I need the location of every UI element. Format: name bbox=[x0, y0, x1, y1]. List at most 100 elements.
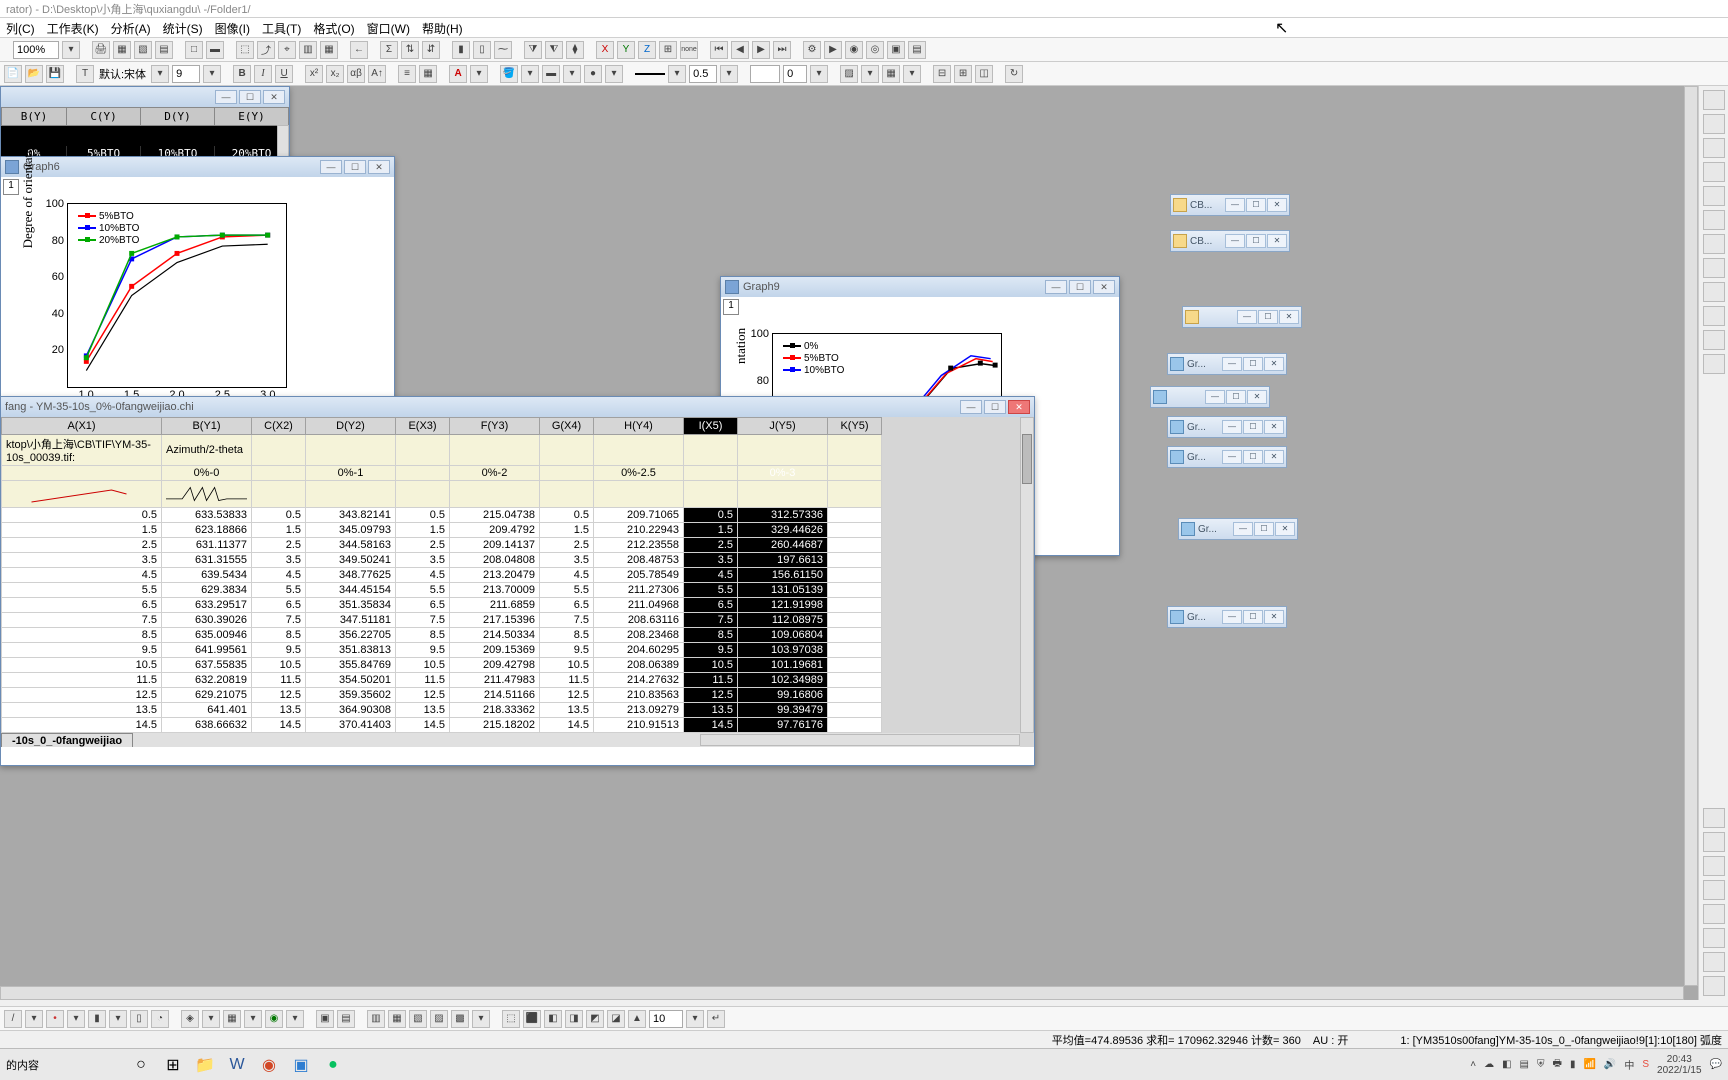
color-idx-input[interactable] bbox=[750, 65, 780, 83]
cell[interactable]: 2.5 bbox=[252, 538, 306, 553]
cell[interactable]: 633.53833 bbox=[162, 508, 252, 523]
tool-icon-6[interactable]: ⬚ bbox=[236, 41, 254, 59]
cell[interactable]: 10.5 bbox=[396, 658, 450, 673]
table-row[interactable]: 4.5639.54344.5348.776254.5213.204794.520… bbox=[2, 568, 882, 583]
rtool-12[interactable] bbox=[1703, 354, 1725, 374]
color-val-input[interactable] bbox=[783, 65, 807, 83]
workbook-titlebar[interactable]: fang - YM-35-10s_0%-0fangweijiao.chi — ☐… bbox=[1, 397, 1034, 417]
new-icon[interactable]: 📄 bbox=[4, 65, 22, 83]
maximize-button[interactable]: ☐ bbox=[1226, 390, 1246, 404]
cell[interactable]: 11.5 bbox=[2, 673, 162, 688]
tool-icon-3[interactable]: ▤ bbox=[155, 41, 173, 59]
table-row[interactable]: 6.5633.295176.5351.358346.5211.68596.521… bbox=[2, 598, 882, 613]
btool-dropdown[interactable]: ▾ bbox=[202, 1010, 220, 1028]
cell[interactable]: 121.91998 bbox=[738, 598, 828, 613]
cell[interactable]: 4.5 bbox=[540, 568, 594, 583]
close-button[interactable]: ✕ bbox=[1275, 522, 1295, 536]
font-dropdown-icon[interactable]: ▾ bbox=[151, 65, 169, 83]
cell[interactable]: 7.5 bbox=[540, 613, 594, 628]
cell[interactable]: 211.27306 bbox=[594, 583, 684, 598]
graph6-tab[interactable]: 1 bbox=[3, 179, 19, 195]
cell[interactable] bbox=[2, 466, 162, 481]
cell[interactable]: 8.5 bbox=[2, 628, 162, 643]
table-row[interactable]: 3.5631.315553.5349.502413.5208.048083.52… bbox=[2, 553, 882, 568]
cell[interactable] bbox=[828, 598, 882, 613]
taskbar-search-text[interactable]: 的内容 bbox=[6, 1057, 39, 1073]
cell[interactable]: 0.5 bbox=[684, 508, 738, 523]
filter2-icon[interactable]: ⧨ bbox=[545, 41, 563, 59]
nav-next-icon[interactable]: ▶ bbox=[752, 41, 770, 59]
cell[interactable]: 641.401 bbox=[162, 703, 252, 718]
tool-icon-2[interactable]: ▧ bbox=[134, 41, 152, 59]
cell[interactable]: 6.5 bbox=[252, 598, 306, 613]
restore-button[interactable]: — bbox=[1205, 390, 1225, 404]
cell[interactable] bbox=[828, 508, 882, 523]
btool-3d[interactable]: ◈ bbox=[181, 1010, 199, 1028]
cell[interactable]: 329.44626 bbox=[738, 523, 828, 538]
cell[interactable]: 10.5 bbox=[540, 658, 594, 673]
cell[interactable]: 632.20819 bbox=[162, 673, 252, 688]
workspace-hscroll[interactable] bbox=[0, 986, 1684, 1000]
minimize-button[interactable]: — bbox=[960, 400, 982, 414]
btool-scatter[interactable]: • bbox=[46, 1010, 64, 1028]
cell[interactable]: 14.5 bbox=[2, 718, 162, 733]
layer-size-input[interactable] bbox=[649, 1010, 683, 1028]
col-header[interactable]: E(X3) bbox=[396, 418, 450, 435]
chart-col-icon[interactable]: ▯ bbox=[473, 41, 491, 59]
cell[interactable]: 0%-2.5 bbox=[594, 466, 684, 481]
cell[interactable]: 13.5 bbox=[540, 703, 594, 718]
cell[interactable]: 12.5 bbox=[540, 688, 594, 703]
cell[interactable]: 204.60295 bbox=[594, 643, 684, 658]
rtool-9[interactable] bbox=[1703, 282, 1725, 302]
col-header[interactable]: A(X1) bbox=[2, 418, 162, 435]
cell[interactable]: 99.16806 bbox=[738, 688, 828, 703]
greek-button[interactable]: αβ bbox=[347, 65, 365, 83]
linecolor-dropdown-icon[interactable]: ▾ bbox=[563, 65, 581, 83]
col-header[interactable]: G(X4) bbox=[540, 418, 594, 435]
cell[interactable]: 9.5 bbox=[684, 643, 738, 658]
cell[interactable]: 370.41403 bbox=[306, 718, 396, 733]
cell[interactable]: 364.90308 bbox=[306, 703, 396, 718]
tool-icon-22[interactable]: ▣ bbox=[887, 41, 905, 59]
col-header[interactable]: H(Y4) bbox=[594, 418, 684, 435]
table-row[interactable]: 12.5629.2107512.5359.3560212.5214.511661… bbox=[2, 688, 882, 703]
cell[interactable]: 0%-1 bbox=[306, 466, 396, 481]
close-button[interactable]: ✕ bbox=[368, 160, 390, 174]
table-row[interactable]: 5.5629.38345.5344.451545.5213.700095.521… bbox=[2, 583, 882, 598]
btool-layer7[interactable]: ▲ bbox=[628, 1010, 646, 1028]
btool-mask2[interactable]: ▦ bbox=[388, 1010, 406, 1028]
nav-last-icon[interactable]: ⏭ bbox=[773, 41, 791, 59]
cell[interactable] bbox=[828, 703, 882, 718]
cell[interactable] bbox=[828, 553, 882, 568]
menu-tools[interactable]: 工具(T) bbox=[262, 20, 301, 35]
restore-button[interactable]: — bbox=[1225, 234, 1245, 248]
col-header[interactable]: I(X5) bbox=[684, 418, 738, 435]
btool-layer3[interactable]: ◧ bbox=[544, 1010, 562, 1028]
save-icon[interactable]: 💾 bbox=[46, 65, 64, 83]
minimized-window-chip[interactable]: — ☐ ✕ bbox=[1150, 386, 1270, 408]
cell[interactable]: 631.31555 bbox=[162, 553, 252, 568]
table-row[interactable]: 8.5635.009468.5356.227058.5214.503348.52… bbox=[2, 628, 882, 643]
cell[interactable]: 343.82141 bbox=[306, 508, 396, 523]
cell[interactable]: 10.5 bbox=[2, 658, 162, 673]
tool-icon-21[interactable]: ◎ bbox=[866, 41, 884, 59]
cell[interactable]: 6.5 bbox=[540, 598, 594, 613]
cell[interactable]: 103.97038 bbox=[738, 643, 828, 658]
sub-button[interactable]: x₂ bbox=[326, 65, 344, 83]
cell[interactable] bbox=[828, 658, 882, 673]
tool-icon-11[interactable]: ← bbox=[350, 41, 368, 59]
sort-desc-icon[interactable]: ⇵ bbox=[422, 41, 440, 59]
cell[interactable]: 210.83563 bbox=[594, 688, 684, 703]
cell[interactable]: 3.5 bbox=[252, 553, 306, 568]
cell[interactable]: 211.47983 bbox=[450, 673, 540, 688]
cell[interactable]: 131.05139 bbox=[738, 583, 828, 598]
btool-bar[interactable]: ▮ bbox=[88, 1010, 106, 1028]
cell[interactable]: 354.50201 bbox=[306, 673, 396, 688]
chart-line-icon[interactable]: ⁓ bbox=[494, 41, 512, 59]
tray-clock[interactable]: 20:43 2022/1/15 bbox=[1657, 1054, 1702, 1076]
wb-vscrollbar[interactable] bbox=[1020, 417, 1034, 733]
restore-button[interactable]: — bbox=[1222, 420, 1242, 434]
cell[interactable]: 4.5 bbox=[2, 568, 162, 583]
cell[interactable]: 214.51166 bbox=[450, 688, 540, 703]
cell[interactable]: 629.21075 bbox=[162, 688, 252, 703]
